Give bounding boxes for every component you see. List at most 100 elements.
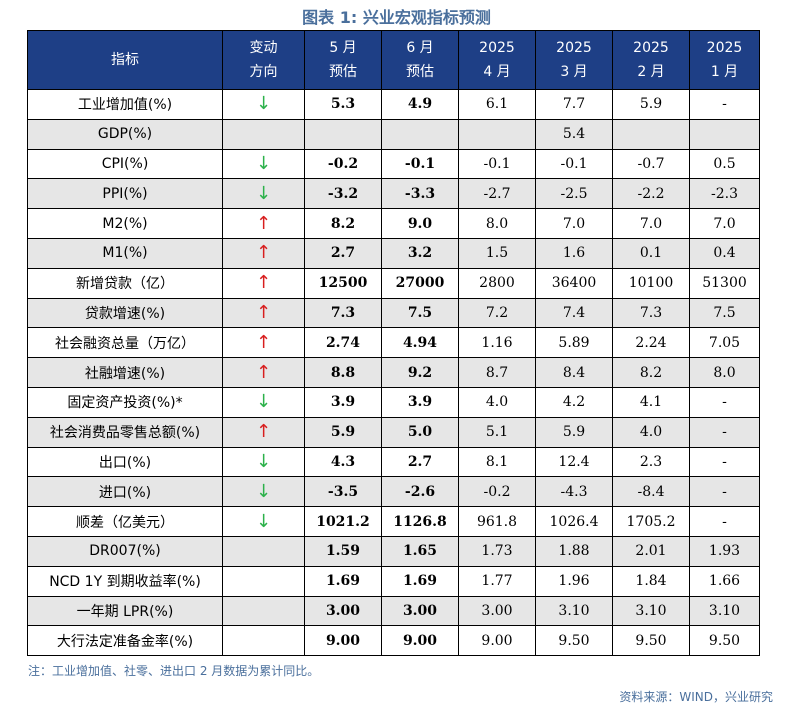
- header-direction: 变动 方向: [222, 30, 305, 90]
- header-direction-line2: 方向: [249, 64, 278, 80]
- indicator-name: M2(%): [27, 208, 223, 239]
- indicator-name: GDP(%): [27, 118, 223, 150]
- table-row: 一年期 LPR(%) 3.00 3.00 3.00 3.10 3.10 3.10: [27, 595, 760, 627]
- value-jan: 9.50: [689, 625, 760, 657]
- value-may: -0.2: [304, 148, 382, 180]
- value-feb: 9.50: [612, 625, 690, 657]
- header-apr: 2025 4 月: [458, 30, 536, 90]
- value-mar: 8.4: [535, 357, 613, 388]
- direction-cell: ↓: [222, 506, 305, 537]
- value-may: [304, 118, 382, 150]
- direction-cell: [222, 118, 305, 150]
- indicator-name: 一年期 LPR(%): [27, 595, 223, 627]
- value-feb: -2.2: [612, 178, 690, 210]
- value-may: 9.00: [304, 625, 382, 657]
- value-jan: 51300: [689, 267, 760, 299]
- data-source: 资料来源：WIND，兴业研究: [619, 690, 773, 704]
- indicator-name: 出口(%): [27, 446, 223, 478]
- value-jun: 9.0: [381, 208, 459, 239]
- value-apr: [458, 118, 536, 150]
- value-jun: 3.2: [381, 237, 459, 269]
- table-row: 社会消费品零售总额(%) ↑ 5.9 5.0 5.1 5.9 4.0-: [27, 416, 760, 448]
- value-mar: 7.4: [535, 297, 613, 329]
- value-mar: 9.50: [535, 625, 613, 657]
- arrow-down-icon: ↓: [255, 510, 272, 532]
- value-jan: 7.05: [689, 327, 760, 359]
- table-row: 社融增速(%) ↑ 8.8 9.2 8.7 8.4 8.2 8.0: [27, 357, 760, 388]
- value-apr: 1.73: [458, 535, 536, 567]
- table-row: 顺差（亿美元） ↓ 1021.2 1126.8 961.8 1026.4 1705.2-: [27, 506, 760, 537]
- value-jun: 9.2: [381, 357, 459, 388]
- table-row: M1(%) ↑ 2.7 3.2 1.5 1.6 0.1 0.4: [27, 237, 760, 269]
- arrow-down-icon: ↓: [255, 480, 272, 502]
- indicator-name: NCD 1Y 到期收益率(%): [27, 565, 223, 597]
- value-mar: 1026.4: [535, 506, 613, 537]
- value-mar: 1.88: [535, 535, 613, 567]
- value-may: 8.2: [304, 208, 382, 239]
- table-row: GDP(%) 5.4: [27, 118, 760, 150]
- header-jun-line2: 预估: [406, 64, 434, 80]
- value-may: 1.69: [304, 565, 382, 597]
- header-mar: 2025 3 月: [535, 30, 613, 90]
- indicator-name: 社会融资总量（万亿）: [27, 327, 223, 359]
- arrow-up-icon: ↑: [255, 331, 272, 353]
- value-feb: 7.3: [612, 297, 690, 329]
- indicator-name: PPI(%): [27, 178, 223, 210]
- value-may: 2.7: [304, 237, 382, 269]
- arrow-up-icon: ↑: [255, 301, 272, 323]
- value-feb: 1.84: [612, 565, 690, 597]
- value-may: 4.3: [304, 446, 382, 478]
- value-feb: 10100: [612, 267, 690, 299]
- value-jan: 8.0: [689, 357, 760, 388]
- value-apr: 5.1: [458, 416, 536, 448]
- value-mar: 3.10: [535, 595, 613, 627]
- value-jan: 1.66: [689, 565, 760, 597]
- value-jun: -0.1: [381, 148, 459, 180]
- header-may-line1: 5 月: [329, 40, 357, 56]
- value-mar: 36400: [535, 267, 613, 299]
- table-row: NCD 1Y 到期收益率(%) 1.69 1.69 1.77 1.96 1.84 1.66: [27, 565, 760, 597]
- value-mar: 5.89: [535, 327, 613, 359]
- header-feb-line1: 2025: [633, 40, 669, 56]
- header-direction-line1: 变动: [249, 40, 278, 56]
- value-jan: -: [689, 506, 760, 537]
- indicator-name: M1(%): [27, 237, 223, 269]
- value-mar: 4.2: [535, 386, 613, 418]
- direction-cell: ↑: [222, 357, 305, 388]
- value-may: 3.00: [304, 595, 382, 627]
- value-feb: 4.1: [612, 386, 690, 418]
- value-may: 12500: [304, 267, 382, 299]
- value-jun: 3.9: [381, 386, 459, 418]
- table-row: DR007(%) 1.59 1.65 1.73 1.88 2.01 1.93: [27, 535, 760, 567]
- value-apr: 6.1: [458, 89, 536, 120]
- arrow-up-icon: ↑: [255, 421, 272, 443]
- header-apr-line2: 4 月: [483, 64, 511, 80]
- value-may: 2.74: [304, 327, 382, 359]
- value-apr: -2.7: [458, 178, 536, 210]
- value-feb: -0.7: [612, 148, 690, 180]
- header-may-estimate: 5 月 预估: [304, 30, 382, 90]
- value-jan: -: [689, 89, 760, 120]
- value-jun: 4.94: [381, 327, 459, 359]
- value-may: 5.3: [304, 89, 382, 120]
- value-jun: 4.9: [381, 89, 459, 120]
- value-may: 5.9: [304, 416, 382, 448]
- header-indicator: 指标: [27, 30, 223, 90]
- value-jun: [381, 118, 459, 150]
- value-may: -3.2: [304, 178, 382, 210]
- value-jan: -: [689, 416, 760, 448]
- direction-cell: ↓: [222, 148, 305, 180]
- value-mar: 1.6: [535, 237, 613, 269]
- value-apr: 7.2: [458, 297, 536, 329]
- header-mar-line2: 3 月: [560, 64, 588, 80]
- value-jan: 7.5: [689, 297, 760, 329]
- direction-cell: [222, 595, 305, 627]
- value-feb: 2.3: [612, 446, 690, 478]
- header-jun-estimate: 6 月 预估: [381, 30, 459, 90]
- direction-cell: ↑: [222, 237, 305, 269]
- value-jun: 3.00: [381, 595, 459, 627]
- value-jun: 7.5: [381, 297, 459, 329]
- direction-cell: ↑: [222, 267, 305, 299]
- value-jun: 9.00: [381, 625, 459, 657]
- header-mar-line1: 2025: [556, 40, 592, 56]
